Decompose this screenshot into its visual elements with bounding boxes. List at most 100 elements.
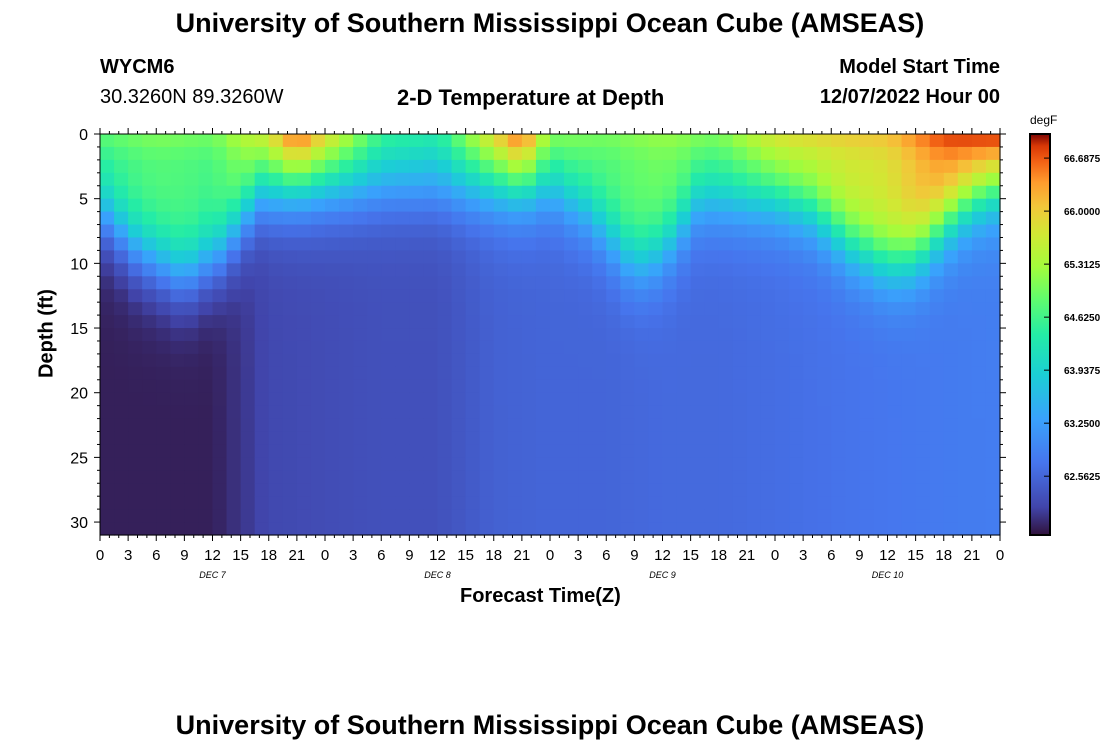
heatmap-cell bbox=[704, 340, 720, 355]
heatmap-cell bbox=[423, 366, 439, 381]
heatmap-cell bbox=[760, 211, 776, 226]
heatmap-cell bbox=[873, 522, 889, 536]
heatmap-cell bbox=[887, 211, 903, 226]
heatmap-cell bbox=[845, 496, 860, 510]
heatmap-cell bbox=[760, 366, 776, 381]
heatmap-cell bbox=[578, 353, 593, 368]
heatmap-cell bbox=[423, 496, 439, 510]
heatmap-cell bbox=[100, 366, 115, 381]
heatmap-cell bbox=[592, 418, 607, 433]
heatmap-cell bbox=[409, 379, 425, 394]
heatmap-cell bbox=[718, 379, 734, 394]
heatmap-cell bbox=[676, 250, 692, 264]
heatmap-cell bbox=[339, 366, 354, 381]
heatmap-cell bbox=[142, 185, 157, 200]
heatmap-cell bbox=[296, 353, 312, 368]
heatmap-cell bbox=[128, 509, 143, 523]
heatmap-cell bbox=[957, 289, 973, 303]
heatmap-cell bbox=[521, 366, 537, 381]
heatmap-cell bbox=[521, 509, 537, 523]
heatmap-cell bbox=[718, 392, 734, 407]
heatmap-cell bbox=[943, 146, 959, 161]
heatmap-cell bbox=[254, 405, 270, 420]
heatmap-cell bbox=[564, 263, 579, 277]
heatmap-cell bbox=[226, 146, 242, 161]
heatmap-cell bbox=[634, 340, 650, 355]
heatmap-cell bbox=[296, 134, 312, 148]
heatmap-cell bbox=[620, 366, 635, 381]
heatmap-cell bbox=[170, 431, 185, 446]
heatmap-cell bbox=[760, 289, 776, 303]
heatmap-cell bbox=[142, 431, 157, 446]
heatmap-cell bbox=[310, 483, 326, 497]
heatmap-cell bbox=[226, 509, 242, 523]
heatmap-cell bbox=[803, 289, 818, 303]
heatmap-cell bbox=[971, 146, 987, 161]
heatmap-cell bbox=[254, 418, 270, 433]
heatmap-cell bbox=[156, 431, 171, 446]
heatmap-cell bbox=[718, 237, 734, 252]
heatmap-cell bbox=[240, 328, 256, 342]
heatmap-cell bbox=[451, 276, 467, 290]
heatmap-cell bbox=[803, 457, 818, 471]
heatmap-cell bbox=[606, 405, 621, 420]
x-tick-label: 9 bbox=[180, 547, 188, 564]
heatmap-cell bbox=[437, 405, 453, 420]
heatmap-cell bbox=[114, 172, 129, 187]
heatmap-cell bbox=[550, 340, 565, 355]
heatmap-cell bbox=[648, 276, 664, 290]
heatmap-cell bbox=[507, 522, 523, 536]
heatmap-cell bbox=[943, 185, 959, 200]
heatmap-cell bbox=[550, 250, 565, 264]
heatmap-cell bbox=[381, 379, 396, 394]
heatmap-cell bbox=[718, 302, 734, 316]
heatmap-cell bbox=[718, 198, 734, 213]
heatmap-cell bbox=[676, 134, 692, 148]
heatmap-cell bbox=[620, 444, 635, 458]
heatmap-cell bbox=[254, 250, 270, 264]
heatmap-cell bbox=[156, 483, 171, 497]
heatmap-cell bbox=[887, 289, 903, 303]
heatmap-cell bbox=[845, 250, 860, 264]
heatmap-cell bbox=[521, 522, 537, 536]
heatmap-cell bbox=[367, 470, 382, 484]
heatmap-cell bbox=[310, 185, 326, 200]
heatmap-cell bbox=[606, 328, 621, 342]
heatmap-cell bbox=[746, 185, 762, 200]
heatmap-cell bbox=[437, 250, 453, 264]
heatmap-cell bbox=[648, 250, 664, 264]
heatmap-cell bbox=[479, 224, 495, 239]
heatmap-cell bbox=[634, 237, 650, 252]
heatmap-cell bbox=[775, 211, 790, 226]
heatmap-cell bbox=[578, 392, 593, 407]
heatmap-cell bbox=[690, 263, 706, 277]
heatmap-cell bbox=[493, 392, 509, 407]
heatmap-cell bbox=[578, 366, 593, 381]
heatmap-cell bbox=[690, 185, 706, 200]
heatmap-cell bbox=[128, 146, 143, 161]
heatmap-cell bbox=[367, 146, 382, 161]
heatmap-cell bbox=[282, 353, 298, 368]
heatmap-cell bbox=[775, 405, 790, 420]
heatmap-cell bbox=[198, 444, 214, 458]
heatmap-cell bbox=[901, 185, 917, 200]
heatmap-cell bbox=[156, 211, 171, 226]
heatmap-cell bbox=[887, 224, 903, 239]
heatmap-cell bbox=[226, 496, 242, 510]
heatmap-cell bbox=[985, 431, 1001, 446]
heatmap-cell bbox=[957, 172, 973, 187]
heatmap-cell bbox=[339, 353, 354, 368]
heatmap-cell bbox=[367, 134, 382, 148]
heatmap-cell bbox=[268, 198, 284, 213]
heatmap-cell bbox=[803, 134, 818, 148]
heatmap-cell bbox=[521, 250, 537, 264]
heatmap-cell bbox=[662, 263, 678, 277]
heatmap-cell bbox=[381, 250, 396, 264]
heatmap-cell bbox=[142, 418, 157, 433]
heatmap-cell bbox=[409, 211, 425, 226]
heatmap-cell bbox=[184, 405, 200, 420]
heatmap-cell bbox=[142, 289, 157, 303]
heatmap-cell bbox=[451, 431, 467, 446]
x-tick-label: 18 bbox=[710, 547, 727, 564]
heatmap-cell bbox=[170, 263, 185, 277]
